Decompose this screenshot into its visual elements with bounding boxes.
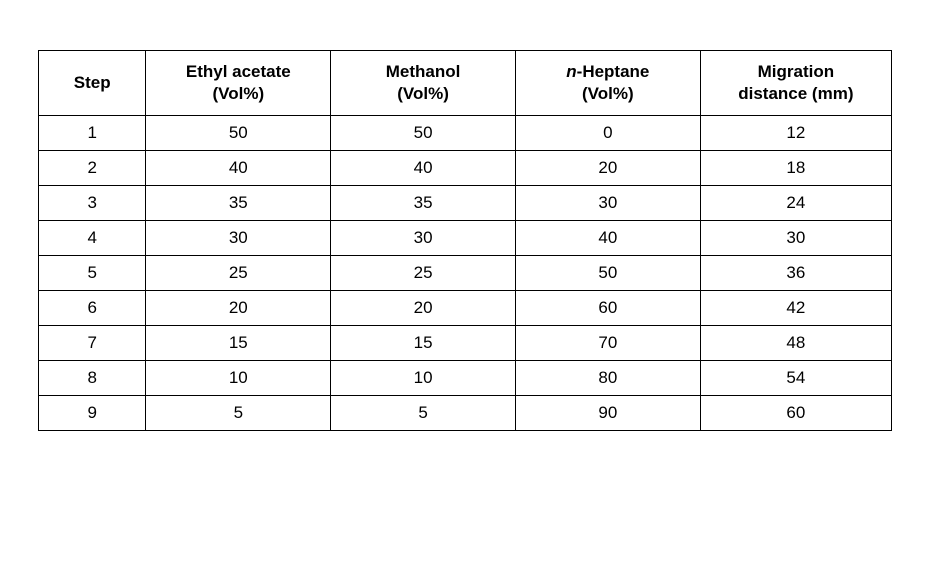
table-cell: 5	[331, 396, 516, 431]
header-step-label: Step	[74, 73, 111, 92]
table-cell: 12	[700, 116, 891, 151]
solvent-table: Step Ethyl acetate (Vol%) Methanol (Vol%…	[38, 50, 892, 431]
table-body: 1505001224040201833535302443030403052525…	[39, 116, 892, 431]
header-step: Step	[39, 51, 146, 116]
table-cell: 40	[146, 151, 331, 186]
table-cell: 30	[146, 221, 331, 256]
table-cell: 20	[146, 291, 331, 326]
table-cell: 35	[146, 186, 331, 221]
header-mig-sublabel: distance (mm)	[738, 84, 853, 103]
table-cell: 1	[39, 116, 146, 151]
table-cell: 0	[515, 116, 700, 151]
table-cell: 8	[39, 361, 146, 396]
header-hept-prefix: n	[566, 62, 576, 81]
table-cell: 36	[700, 256, 891, 291]
header-ea-label: Ethyl acetate	[186, 62, 291, 81]
table-cell: 5	[146, 396, 331, 431]
table-row: 810108054	[39, 361, 892, 396]
table-cell: 25	[146, 256, 331, 291]
table-cell: 10	[146, 361, 331, 396]
table-row: 620206042	[39, 291, 892, 326]
table-cell: 50	[331, 116, 516, 151]
table-cell: 42	[700, 291, 891, 326]
table-cell: 40	[515, 221, 700, 256]
table-row: 715157048	[39, 326, 892, 361]
table-cell: 2	[39, 151, 146, 186]
table-cell: 80	[515, 361, 700, 396]
header-ea-sublabel: (Vol%)	[212, 84, 264, 103]
table-row: 9559060	[39, 396, 892, 431]
table-cell: 3	[39, 186, 146, 221]
header-methanol: Methanol (Vol%)	[331, 51, 516, 116]
table-row: 15050012	[39, 116, 892, 151]
table-cell: 10	[331, 361, 516, 396]
table-cell: 20	[331, 291, 516, 326]
table-cell: 6	[39, 291, 146, 326]
table-cell: 60	[515, 291, 700, 326]
table-cell: 48	[700, 326, 891, 361]
header-heptane: n-Heptane (Vol%)	[515, 51, 700, 116]
table-cell: 50	[146, 116, 331, 151]
table-row: 240402018	[39, 151, 892, 186]
header-mig-label: Migration	[758, 62, 835, 81]
table-cell: 30	[515, 186, 700, 221]
table-cell: 40	[331, 151, 516, 186]
table-cell: 30	[700, 221, 891, 256]
table-cell: 7	[39, 326, 146, 361]
table-cell: 35	[331, 186, 516, 221]
header-meth-label: Methanol	[386, 62, 461, 81]
header-hept-suffix: -Heptane	[577, 62, 650, 81]
table-cell: 70	[515, 326, 700, 361]
header-hept-sublabel: (Vol%)	[582, 84, 634, 103]
table-row: 525255036	[39, 256, 892, 291]
table-cell: 15	[146, 326, 331, 361]
table-cell: 60	[700, 396, 891, 431]
table-cell: 5	[39, 256, 146, 291]
table-cell: 24	[700, 186, 891, 221]
table-row: 335353024	[39, 186, 892, 221]
table-row: 430304030	[39, 221, 892, 256]
table-cell: 9	[39, 396, 146, 431]
header-meth-sublabel: (Vol%)	[397, 84, 449, 103]
table-cell: 15	[331, 326, 516, 361]
table-cell: 4	[39, 221, 146, 256]
table-cell: 90	[515, 396, 700, 431]
table-cell: 54	[700, 361, 891, 396]
table-cell: 50	[515, 256, 700, 291]
header-ethyl-acetate: Ethyl acetate (Vol%)	[146, 51, 331, 116]
table-cell: 30	[331, 221, 516, 256]
table-cell: 18	[700, 151, 891, 186]
table-cell: 20	[515, 151, 700, 186]
header-migration: Migration distance (mm)	[700, 51, 891, 116]
table-header-row: Step Ethyl acetate (Vol%) Methanol (Vol%…	[39, 51, 892, 116]
table-cell: 25	[331, 256, 516, 291]
